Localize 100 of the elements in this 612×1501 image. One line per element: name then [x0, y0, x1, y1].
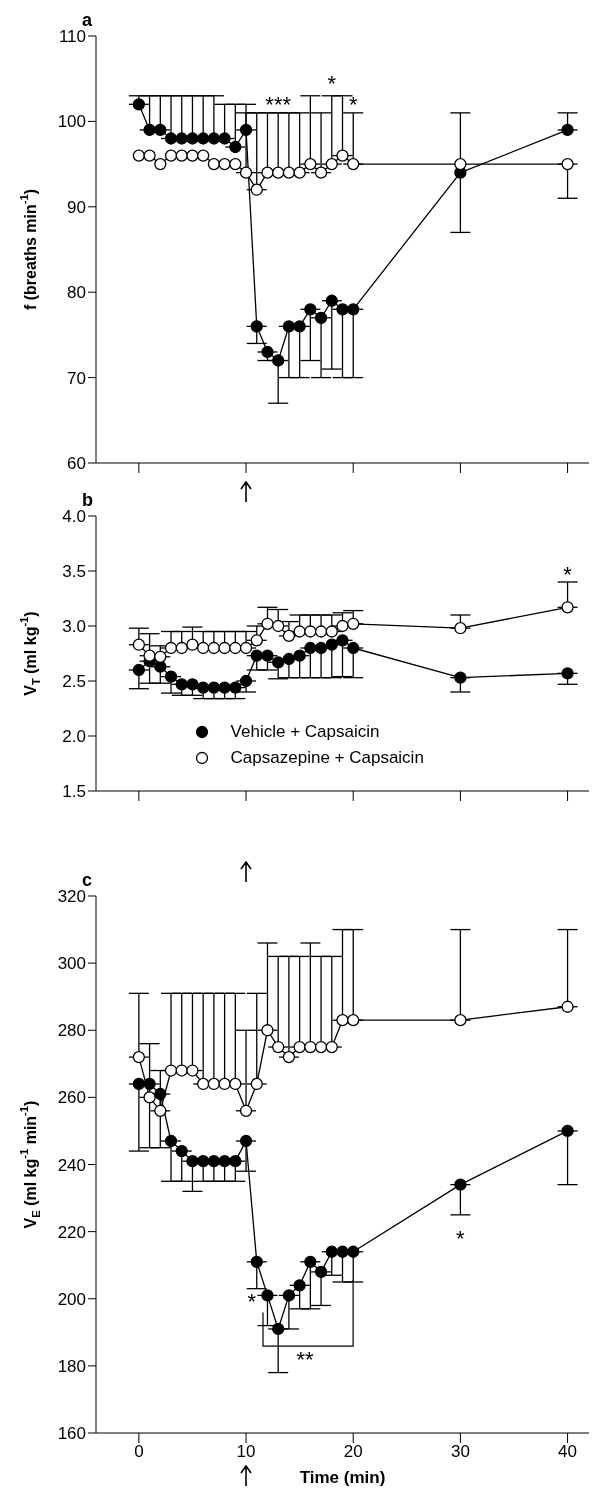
point	[314, 641, 328, 655]
point	[304, 641, 317, 655]
y-tick-label: 100	[57, 112, 86, 132]
point	[164, 132, 178, 145]
point	[250, 1077, 263, 1091]
chart-title: b	[82, 490, 93, 510]
annotation: *	[456, 1226, 466, 1252]
point	[293, 1279, 306, 1292]
point	[561, 667, 574, 680]
point	[293, 649, 306, 662]
point	[336, 149, 349, 162]
point	[293, 625, 306, 638]
point	[207, 681, 221, 694]
x-tick-label: 30	[450, 1442, 470, 1462]
point	[325, 638, 338, 651]
point	[454, 622, 467, 635]
y-tick-label: 240	[57, 1155, 86, 1175]
point	[218, 1077, 231, 1091]
point	[218, 157, 231, 171]
y-tick-label: 200	[57, 1289, 86, 1309]
point	[132, 663, 146, 677]
point	[175, 1144, 188, 1158]
y-tick-label: 3.5	[62, 562, 86, 582]
point	[293, 320, 306, 333]
legend-label: Vehicle + Capsaicin	[230, 722, 380, 742]
point	[282, 320, 296, 333]
point	[336, 1014, 349, 1027]
point	[325, 294, 338, 307]
point	[282, 629, 296, 643]
y-tick-label: 320	[57, 887, 86, 907]
point	[250, 320, 263, 333]
point	[347, 303, 360, 316]
point	[143, 149, 156, 162]
point	[261, 1024, 274, 1037]
point	[325, 1245, 338, 1258]
point	[304, 625, 317, 638]
point	[175, 132, 188, 145]
point	[250, 649, 263, 662]
point	[197, 1154, 210, 1168]
point	[272, 1040, 285, 1054]
point	[164, 1064, 178, 1077]
point	[272, 166, 285, 179]
point	[207, 1154, 221, 1168]
point	[197, 1077, 210, 1091]
point	[336, 619, 349, 633]
point	[239, 1104, 253, 1117]
point	[132, 1050, 146, 1064]
point	[314, 311, 328, 324]
point	[454, 1014, 467, 1027]
y-tick-label: 220	[57, 1222, 86, 1242]
point	[175, 149, 188, 162]
y-tick-label: 300	[57, 954, 86, 974]
point	[347, 1014, 360, 1027]
point	[186, 678, 199, 691]
point	[175, 678, 188, 691]
point	[186, 638, 199, 651]
point	[229, 641, 242, 655]
point	[164, 1134, 178, 1148]
x-tick-label: 20	[343, 1442, 363, 1462]
point	[218, 1154, 231, 1168]
y-tick-label: 80	[67, 283, 86, 303]
point	[293, 1040, 306, 1054]
point	[164, 670, 178, 683]
point	[164, 641, 178, 655]
point	[207, 157, 221, 171]
point	[325, 625, 338, 638]
point	[561, 1000, 574, 1013]
point	[154, 1104, 167, 1117]
point	[218, 681, 231, 694]
annotation: **	[296, 1346, 314, 1372]
point	[239, 674, 253, 688]
point	[143, 123, 156, 137]
point	[239, 166, 253, 179]
point	[304, 157, 317, 171]
point	[186, 149, 199, 162]
annotation: *	[327, 70, 337, 96]
y-tick-label: 180	[57, 1356, 86, 1376]
point	[454, 1178, 467, 1191]
point	[154, 1087, 167, 1101]
point	[250, 183, 263, 196]
legend-label: Capsazepine + Capsaicin	[230, 748, 424, 768]
point	[304, 1040, 317, 1054]
point	[261, 1289, 274, 1302]
point	[229, 1154, 242, 1168]
y-tick-label: 260	[57, 1088, 86, 1108]
chart-title: c	[82, 870, 93, 890]
point	[197, 681, 210, 694]
x-axis-title: Time (min)	[299, 1468, 386, 1487]
point	[154, 123, 167, 137]
point	[347, 641, 360, 655]
point	[454, 671, 467, 684]
point	[304, 303, 317, 316]
y-tick-label: 4.0	[62, 507, 86, 527]
point	[229, 1077, 242, 1091]
point	[175, 641, 188, 655]
point	[325, 1040, 338, 1054]
point	[197, 641, 210, 655]
y-tick-label: 90	[67, 197, 86, 217]
point	[175, 1064, 188, 1077]
point	[304, 1255, 317, 1268]
